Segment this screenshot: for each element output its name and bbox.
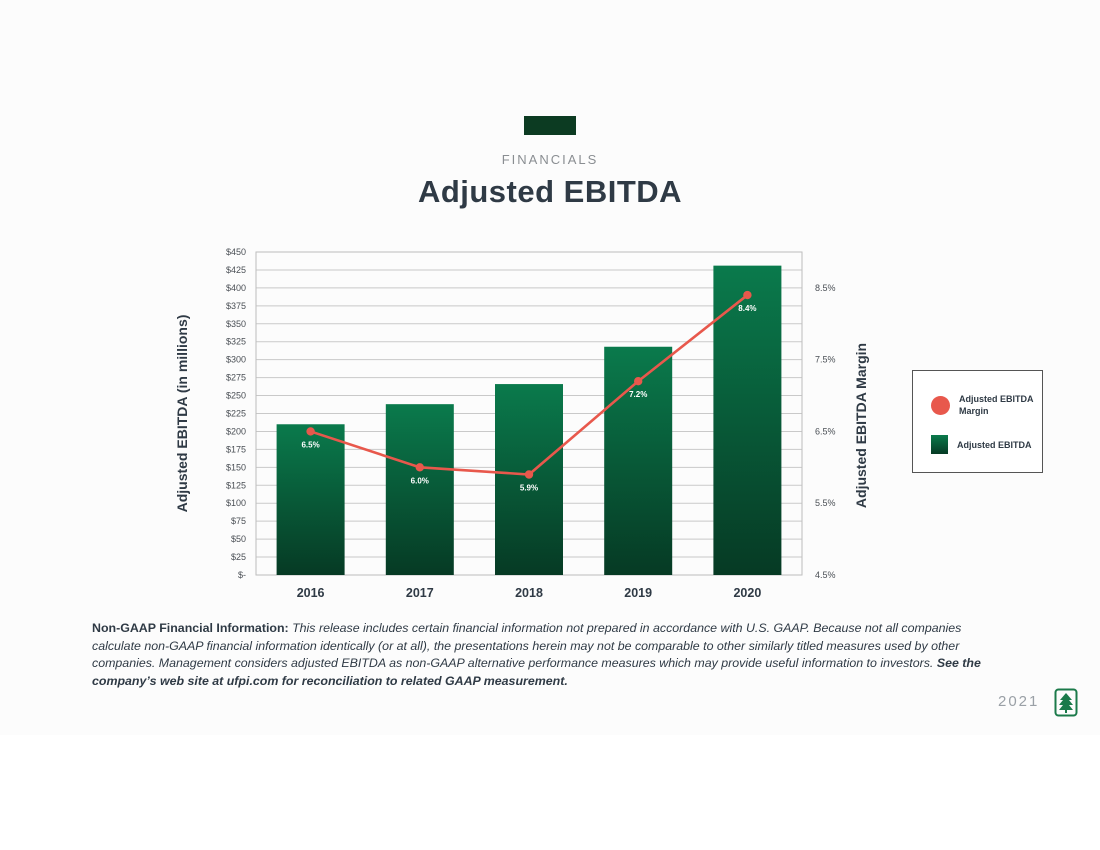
legend-label-margin: Adjusted EBITDA Margin bbox=[959, 394, 1034, 416]
page-title: Adjusted EBITDA bbox=[417, 174, 683, 209]
y-tick-label-left: $425 bbox=[226, 265, 246, 275]
section-label: FINANCIALS bbox=[501, 152, 599, 167]
footnote: Non-GAAP Financial Information: This rel… bbox=[92, 620, 992, 690]
margin-point-2020 bbox=[743, 290, 752, 300]
margin-data-label: 5.9% bbox=[520, 484, 538, 493]
y-tick-label-left: $350 bbox=[226, 319, 246, 329]
y-tick-label-right: 8.5% bbox=[815, 283, 836, 293]
x-tick-label: 2019 bbox=[624, 586, 652, 600]
bar-2020 bbox=[713, 265, 782, 575]
x-tick-label: 2020 bbox=[733, 586, 761, 600]
bar-2017 bbox=[385, 404, 454, 575]
y-tick-label-left: $- bbox=[238, 570, 246, 580]
legend-item-ebitda: Adjusted EBITDA bbox=[931, 435, 1037, 454]
margin-data-label: 6.0% bbox=[411, 476, 429, 485]
margin-point-2018 bbox=[524, 470, 534, 479]
y-tick-label-left: $250 bbox=[226, 391, 246, 401]
y-tick-label-left: $400 bbox=[226, 283, 246, 293]
y-tick-label-left: $50 bbox=[231, 534, 246, 544]
bar-2018 bbox=[495, 384, 563, 575]
margin-data-label: 8.4% bbox=[738, 304, 756, 313]
y-tick-label-left: $125 bbox=[226, 480, 246, 490]
x-tick-label: 2016 bbox=[297, 586, 325, 600]
slide: FINANCIALS Adjusted EBITDA $- $25 $50 $75 $1… bbox=[92, 116, 1078, 717]
combo-chart: $- $25 $50 $75 $100 $125 $150 $175 $200 $225 $250 $… bbox=[174, 247, 869, 600]
footnote-lead: Non-GAAP Financial Information: bbox=[92, 621, 289, 635]
y-tick-label-left: $200 bbox=[226, 426, 246, 436]
legend-item-margin: Adjusted EBITDA Margin bbox=[931, 393, 1039, 417]
bar-2016 bbox=[276, 424, 345, 575]
y-tick-label-left: $275 bbox=[226, 373, 246, 383]
y-tick-label-left: $150 bbox=[226, 462, 246, 472]
y-tick-label-right: 7.5% bbox=[815, 355, 836, 365]
x-tick-label: 2017 bbox=[406, 586, 434, 600]
y-tick-label-left: $375 bbox=[226, 301, 246, 311]
y-tick-label-left: $225 bbox=[226, 409, 246, 419]
margin-data-label: 6.5% bbox=[301, 440, 319, 449]
legend-marker-margin bbox=[931, 395, 950, 415]
y-axis-title-right: Adjusted EBITDA Margin bbox=[853, 343, 869, 508]
legend-marker-ebitda bbox=[931, 435, 948, 454]
y-tick-label-left: $325 bbox=[226, 337, 246, 347]
margin-data-label: 7.2% bbox=[629, 390, 647, 399]
y-tick-label-left: $300 bbox=[226, 355, 246, 365]
chart-legend: Adjusted EBITDA Margin Adjusted EBITDA bbox=[912, 370, 1043, 473]
footnote-body: This release includes certain financial … bbox=[92, 621, 962, 670]
y-tick-label-left: $450 bbox=[226, 247, 246, 257]
legend-label-ebitda: Adjusted EBITDA bbox=[957, 439, 1032, 450]
y-tick-label-left: $175 bbox=[226, 444, 246, 454]
margin-point-2017 bbox=[415, 463, 424, 472]
y-tick-label-right: 4.5% bbox=[815, 570, 836, 580]
y-tick-label-left: $75 bbox=[231, 516, 246, 526]
tree-logo-icon bbox=[1054, 688, 1078, 717]
x-tick-label: 2018 bbox=[515, 586, 543, 600]
margin-point-2016 bbox=[306, 427, 315, 436]
y-tick-label-left: $100 bbox=[226, 498, 246, 508]
y-tick-label-left: $25 bbox=[231, 552, 246, 562]
y-tick-label-right: 5.5% bbox=[815, 498, 836, 508]
accent-bar bbox=[524, 116, 576, 135]
y-tick-label-right: 6.5% bbox=[815, 426, 836, 436]
year-label: 2021 bbox=[998, 693, 1040, 710]
footnote-tail: See the company’s web site at ufpi.com f… bbox=[92, 656, 981, 688]
y-axis-title-left: Adjusted EBITDA (in millions) bbox=[174, 315, 190, 513]
margin-point-2019 bbox=[634, 377, 643, 386]
